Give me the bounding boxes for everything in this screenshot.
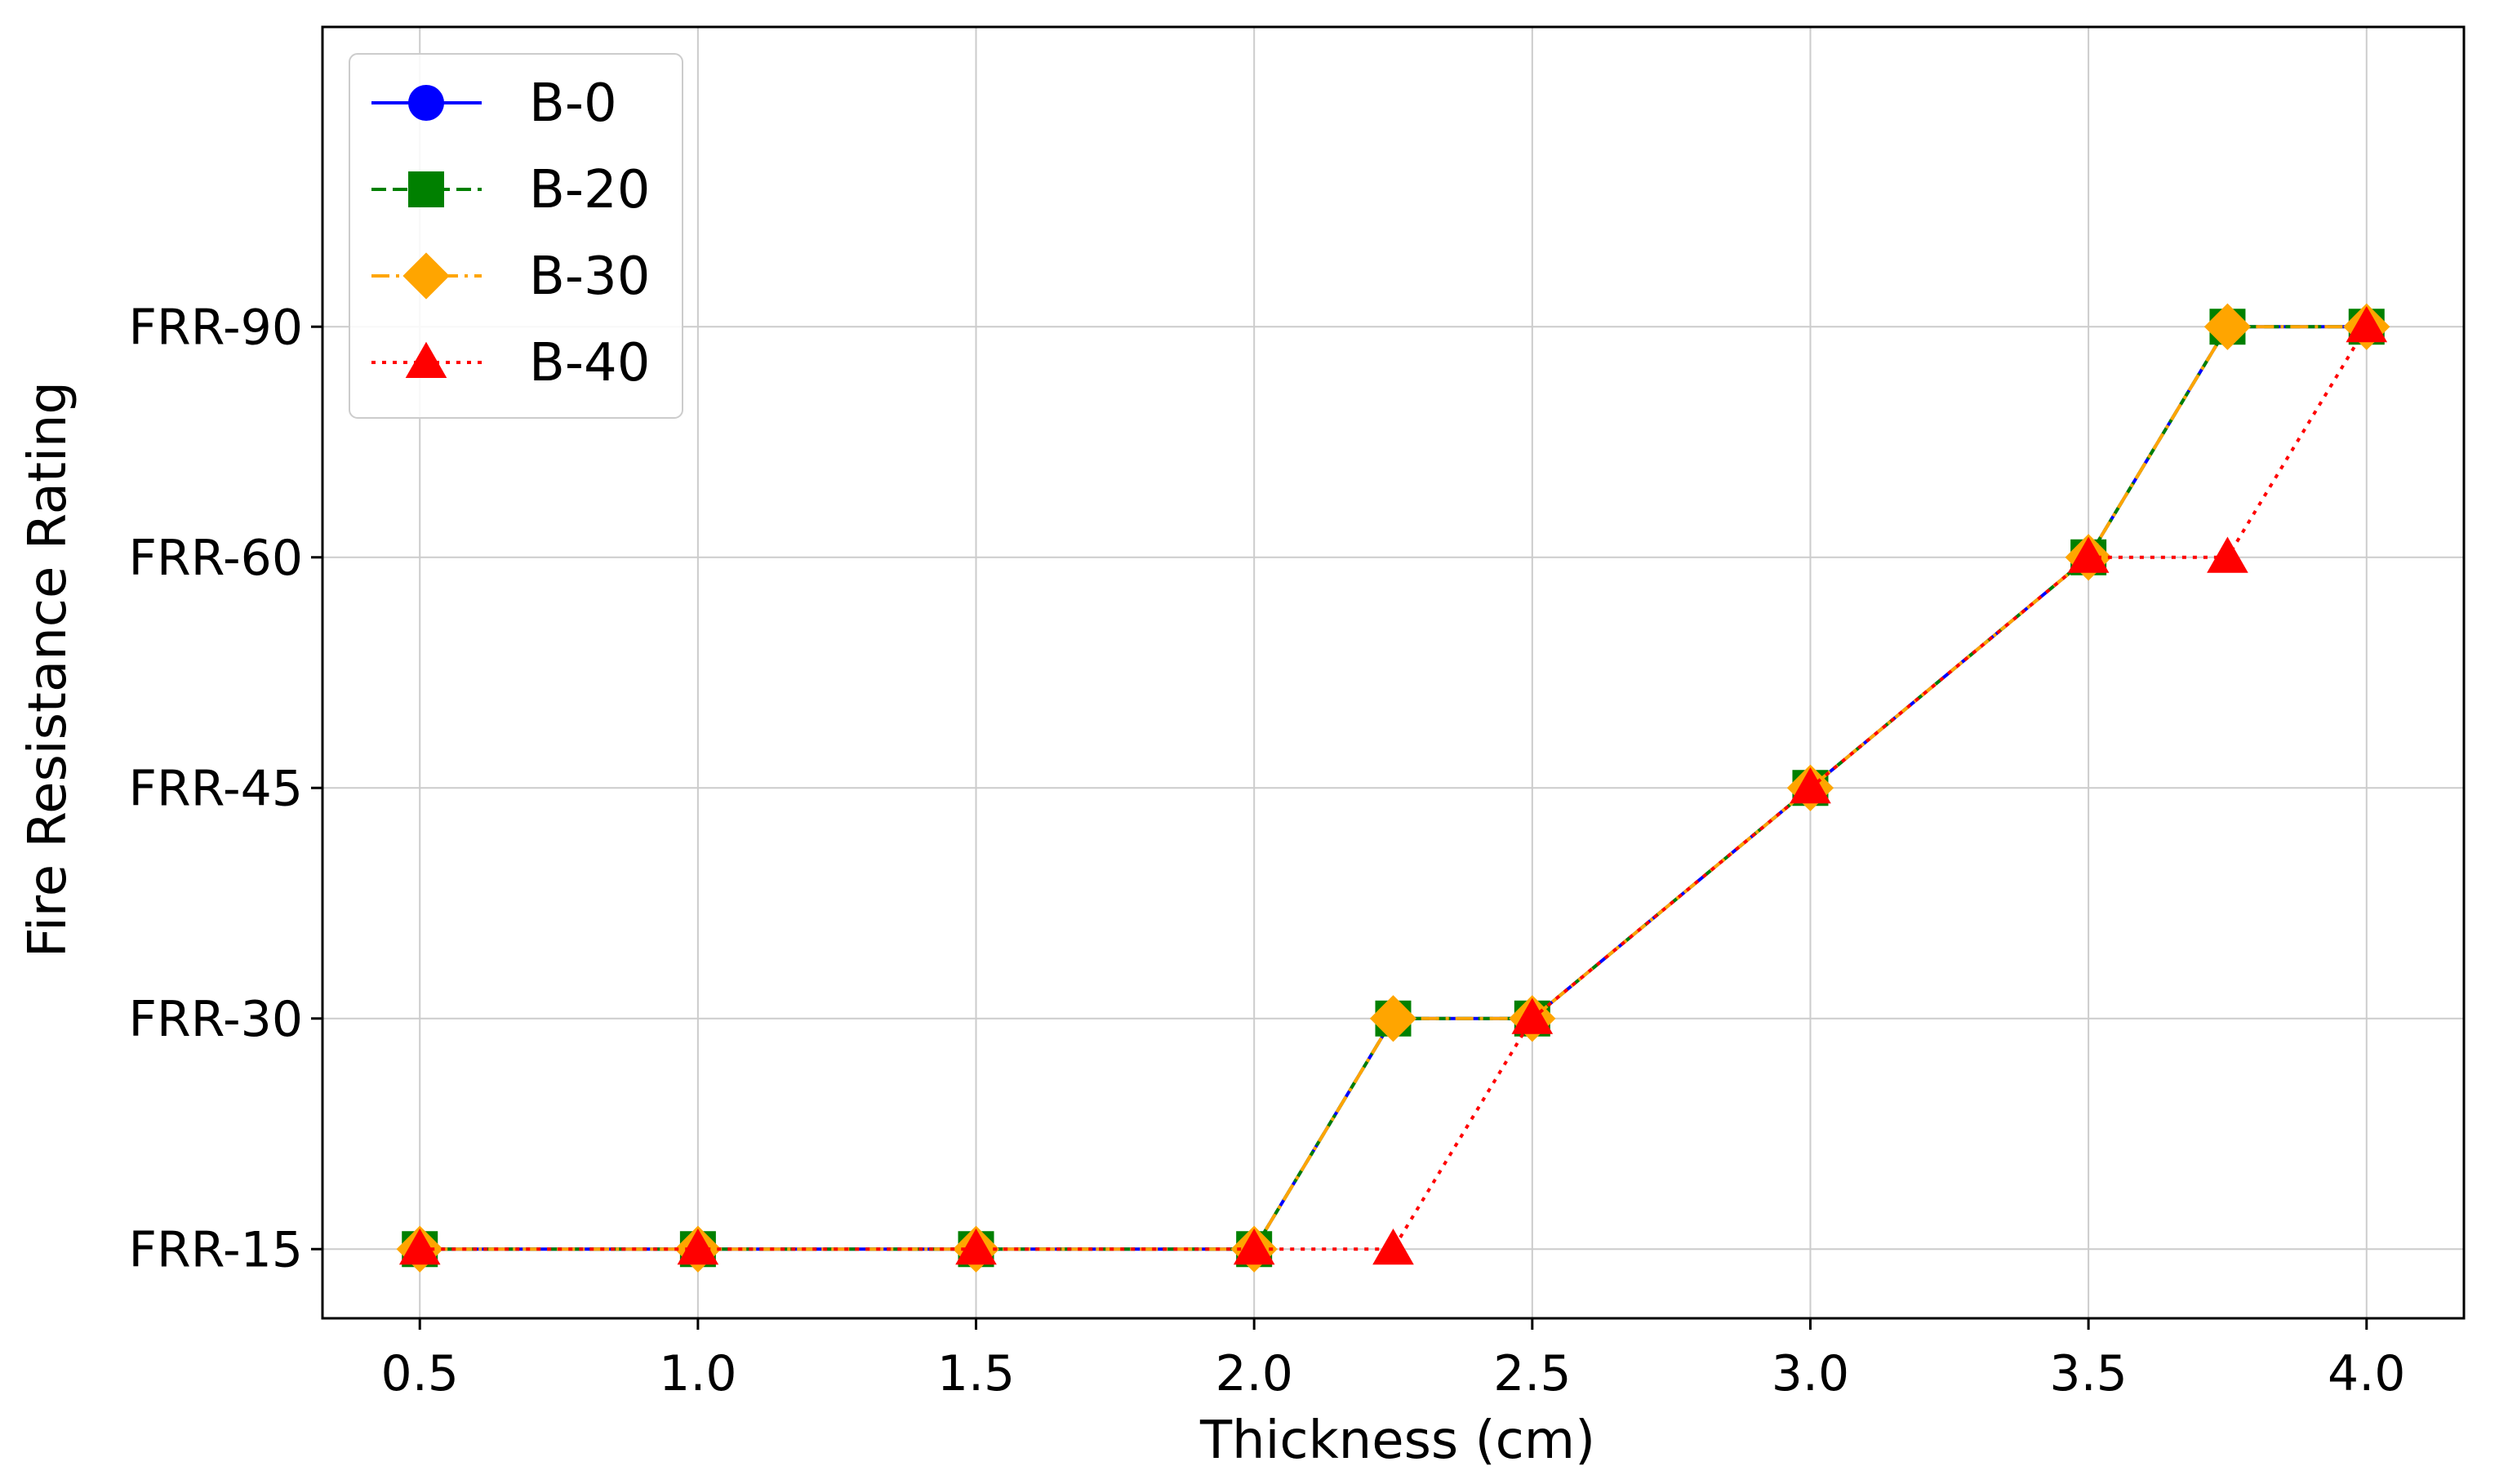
data-point: [955, 1228, 997, 1265]
x-tick-label: 1.0: [659, 1345, 736, 1402]
y-axis: FRR-15 FRR-30 FRR-45 FRR-60 FRR-90: [129, 299, 322, 1278]
data-point: [677, 1228, 719, 1265]
data-point: [2346, 305, 2388, 343]
data-point: [2067, 536, 2110, 573]
legend-item: B-30: [371, 247, 650, 307]
legend: B-0 B-20 B-30 B-40: [349, 53, 683, 419]
legend-item: B-20: [371, 160, 650, 220]
legend-item: B-40: [371, 333, 650, 393]
legend-label: B-30: [529, 247, 650, 307]
x-tick-label: 3.5: [2049, 1345, 2127, 1402]
data-point: [1372, 1228, 1414, 1265]
x-tick-label: 2.5: [1493, 1345, 1571, 1402]
x-tick-label: 4.0: [2328, 1345, 2405, 1402]
x-tick-label: 3.0: [1772, 1345, 1849, 1402]
x-tick-label: 1.5: [937, 1345, 1015, 1402]
y-tick-label: FRR-60: [129, 530, 303, 587]
legend-marker: [408, 85, 444, 121]
legend-marker: [405, 341, 447, 378]
series-B-40: [398, 305, 2388, 1265]
x-axis-label: Thickness (cm): [1199, 1411, 1595, 1471]
x-tick-label: 2.0: [1215, 1345, 1292, 1402]
series-line: [420, 326, 2368, 1251]
data-point: [1790, 766, 1831, 804]
y-tick-label: FRR-90: [129, 299, 303, 356]
data-point: [1369, 995, 1417, 1042]
legend-label: B-0: [529, 73, 617, 134]
plot-frame: [321, 25, 2466, 1320]
series-layer: [396, 303, 2390, 1273]
y-tick-label: FRR-45: [129, 760, 303, 817]
y-axis-label: Fire Resistance Rating: [18, 381, 78, 957]
data-point: [398, 1228, 441, 1265]
legend-marker: [408, 171, 444, 207]
x-tick-label: 0.5: [381, 1345, 459, 1402]
y-tick-label: FRR-30: [129, 991, 303, 1048]
legend-marker: [402, 252, 450, 300]
x-axis: 0.5 1.0 1.5 2.0 2.5 3.0 3.5 4.0: [381, 1318, 2405, 1402]
data-point: [2207, 536, 2248, 573]
legend-item: B-0: [371, 73, 617, 134]
legend-box: [349, 53, 683, 419]
y-tick-label: FRR-15: [129, 1221, 303, 1278]
data-point: [1511, 997, 1554, 1034]
data-point: [2203, 303, 2252, 350]
legend-label: B-40: [529, 333, 650, 393]
data-point: [1233, 1228, 1275, 1265]
legend-label: B-20: [529, 160, 650, 220]
